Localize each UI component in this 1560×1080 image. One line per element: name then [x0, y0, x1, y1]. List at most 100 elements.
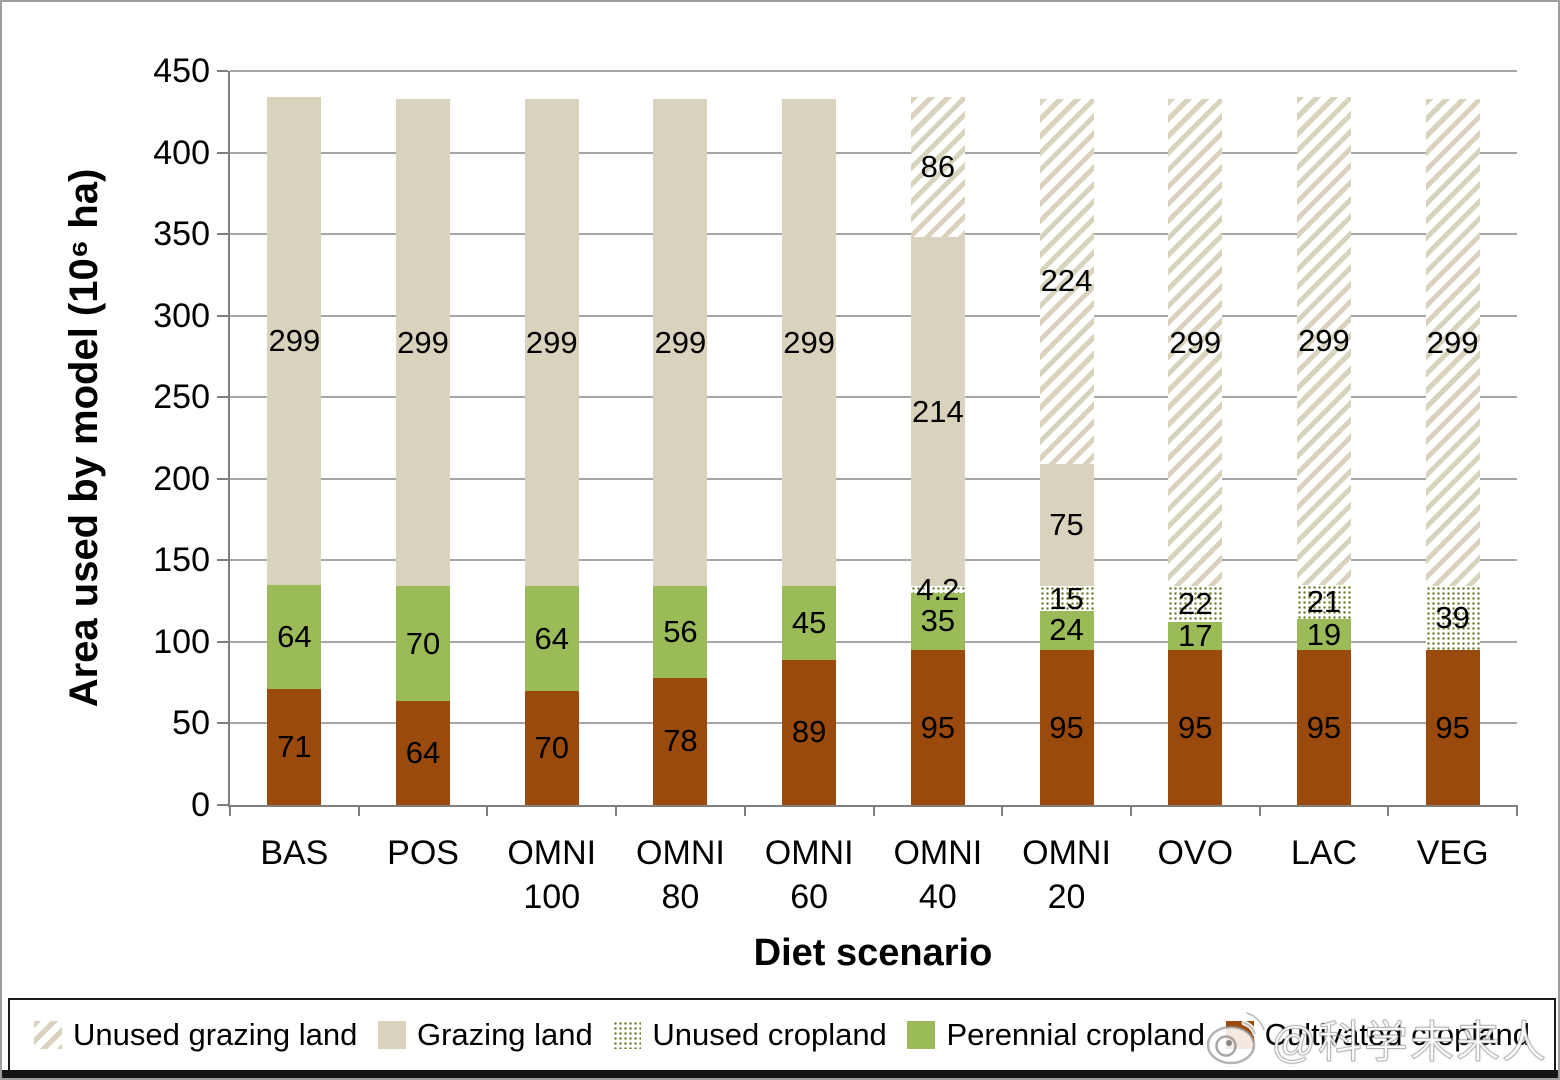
y-tick [217, 804, 228, 806]
y-tick [217, 640, 228, 643]
bar-segment: 86 [910, 96, 965, 238]
x-category-label: POS [387, 834, 459, 872]
x-axis-title: Diet scenario [753, 932, 993, 974]
x-tick [1258, 805, 1261, 816]
legend-label: Unused cropland [652, 1017, 887, 1052]
bar-segment-label: 299 [525, 324, 578, 360]
x-tick [229, 805, 231, 816]
y-tick-label: 300 [153, 296, 210, 335]
y-tick-label: 200 [153, 459, 210, 498]
x-tick [615, 805, 618, 816]
y-tick-label: 50 [172, 704, 210, 743]
gridline [230, 640, 1517, 643]
y-tick [217, 151, 228, 154]
bar-segment-label: 86 [920, 148, 956, 184]
bar-segment-label: 75 [1049, 507, 1084, 543]
x-tick [1001, 805, 1004, 816]
x-tick [486, 805, 489, 816]
bar-segment: 89 [782, 659, 837, 805]
legend-label: Perennial cropland [946, 1017, 1205, 1052]
y-tick [217, 70, 228, 72]
y-axis-title: Area used by model (10⁶ ha) [62, 168, 106, 708]
bar-segment-label: 299 [1169, 324, 1222, 360]
bar-segment: 64 [524, 586, 579, 691]
bar-segment-label: 24 [1049, 612, 1084, 648]
x-tick [743, 805, 746, 816]
x-category-label: OMNI 80 [636, 834, 725, 916]
bar-segment: 45 [782, 586, 837, 660]
y-tick [217, 396, 228, 399]
y-tick-label: 350 [153, 215, 210, 254]
y-tick [217, 233, 228, 236]
bar-segment: 95 [910, 650, 965, 805]
bar-segment-label: 64 [277, 618, 312, 654]
y-tick [217, 314, 228, 317]
legend-item: Perennial cropland [907, 1017, 1205, 1053]
legend: Unused grazing land Grazing land Unused cr… [8, 998, 1556, 1072]
bar-segment-label: 64 [534, 620, 569, 656]
x-category-label: OMNI 100 [507, 834, 597, 916]
bar-segment: 299 [782, 98, 837, 587]
gridline [230, 70, 1517, 72]
bar-segment: 22 [1168, 586, 1223, 623]
legend-label: Grazing land [417, 1017, 593, 1052]
bar-segment: 299 [524, 98, 579, 587]
x-category-label: OMNI 20 [1022, 834, 1111, 916]
x-tick [1516, 805, 1518, 816]
bar-segment-label: 15 [1049, 580, 1084, 616]
bar-segment-label: 299 [1298, 322, 1350, 358]
bar-segment: 75 [1039, 464, 1094, 587]
legend-swatch [1225, 1021, 1254, 1049]
bar-segment-label: 70 [534, 729, 569, 765]
bar-segment-label: 224 [1040, 263, 1093, 299]
legend-swatch [613, 1021, 642, 1049]
bar-segment: 95 [1425, 650, 1480, 805]
bar-segment-label: 21 [1306, 583, 1342, 619]
bar-segment: 299 [1168, 98, 1223, 587]
bar-segment: 21 [1296, 583, 1351, 620]
bar-segment-label: 95 [1178, 709, 1213, 745]
bar-segment-label: 4.2 [916, 571, 960, 607]
bar-segment-label: 299 [783, 324, 835, 360]
gridline [230, 477, 1517, 480]
legend-swatch [378, 1021, 406, 1049]
y-tick [217, 559, 228, 562]
bar-segment-label: 39 [1435, 600, 1470, 636]
bar-segment-label: 299 [654, 324, 707, 360]
bar-segment: 39 [1425, 586, 1480, 651]
y-tick [217, 477, 228, 480]
bar-segment-label: 64 [405, 734, 441, 770]
bar-segment-label: 78 [663, 723, 698, 759]
bar-segment: 56 [653, 586, 708, 678]
x-category-label: LAC [1290, 834, 1357, 872]
x-category-label: OMNI 60 [764, 834, 854, 916]
bar-segment-label: 45 [791, 605, 827, 641]
bar-segment: 299 [267, 97, 322, 585]
bar-segment-label: 17 [1178, 618, 1213, 654]
legend-item: Grazing land [378, 1017, 593, 1053]
x-tick [357, 805, 360, 816]
gridline [230, 396, 1517, 399]
x-category-label: OMNI 40 [893, 834, 983, 916]
bar-segment: 214 [910, 237, 965, 587]
bar-segment: 78 [653, 677, 708, 805]
bottom-strip [2, 1070, 1558, 1078]
legend-label: Unused grazing land [73, 1017, 358, 1052]
bar-segment: 64 [267, 584, 322, 690]
x-tick [1387, 805, 1390, 816]
bar-segment-label: 35 [920, 603, 956, 639]
x-tick [1129, 805, 1132, 816]
bar-segment: 19 [1296, 617, 1351, 652]
bar-segment: 299 [396, 98, 451, 587]
gridline [230, 233, 1517, 236]
x-category-label: BAS [260, 834, 329, 872]
bar-segment: 95 [1039, 650, 1094, 805]
gridline [230, 559, 1517, 562]
bar-segment-label: 95 [1435, 709, 1470, 745]
bar-segment-label: 299 [268, 322, 321, 358]
legend-item: Cultivated cropland [1225, 1017, 1530, 1053]
bar-segment-label: 70 [405, 625, 441, 661]
y-tick-label: 150 [153, 541, 210, 580]
y-tick-label: 400 [153, 133, 210, 172]
bar-segment: 35 [910, 592, 965, 651]
